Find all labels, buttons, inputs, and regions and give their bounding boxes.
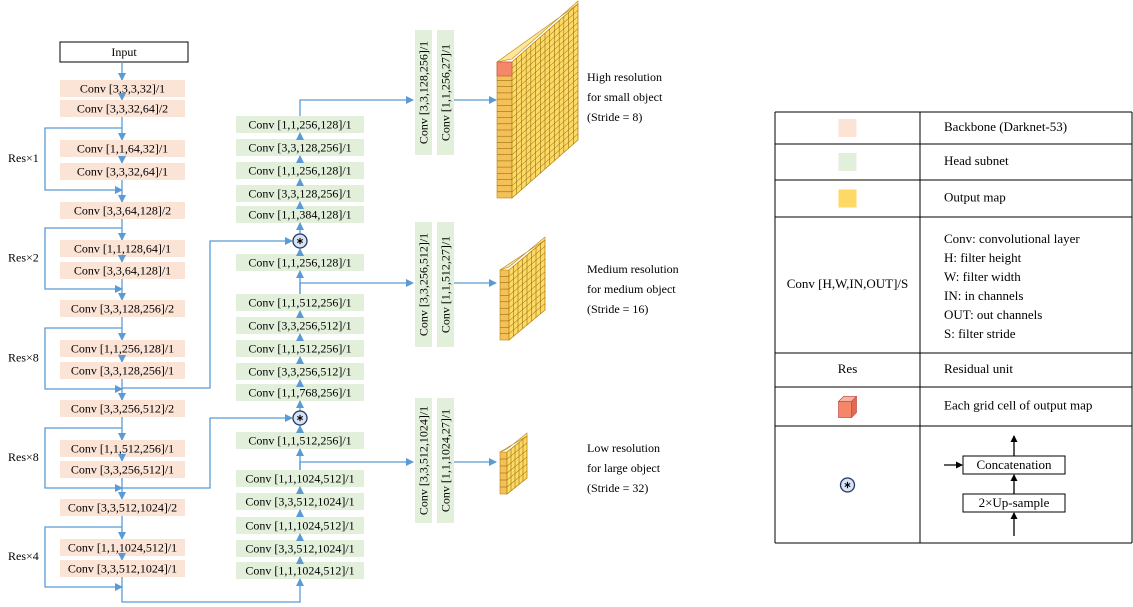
backbone-layer: Conv [3,3,128,256]/1 <box>71 363 174 377</box>
backbone-layer: Conv [3,3,256,512]/1 <box>71 462 174 476</box>
connector <box>300 283 413 294</box>
backbone-layer: Conv [3,3,256,512]/2 <box>71 401 174 415</box>
legend-description: Conv: convolutional layer <box>944 231 1080 246</box>
scale-description: High resolution <box>587 70 662 84</box>
connector <box>45 328 122 389</box>
head-layer: Conv [3,3,512,1024]/1 <box>245 541 354 555</box>
head-layer: Conv [1,1,1024,512]/1 <box>245 471 354 485</box>
legend-description: Concatenation <box>976 457 1052 472</box>
legend-description: W: filter width <box>944 269 1021 284</box>
residual-label: Res×8 <box>8 450 39 464</box>
input: Input <box>111 45 137 59</box>
backbone-layer: Conv [3,3,32,64]/2 <box>77 101 168 115</box>
residual-label: Res×4 <box>8 549 39 563</box>
legend-swatch <box>839 153 857 171</box>
scale-description: for large object <box>587 461 661 475</box>
scale-description: Medium resolution <box>587 262 679 276</box>
connector <box>45 228 122 289</box>
legend-description: H: filter height <box>944 250 1022 265</box>
cell-icon-front <box>839 402 852 418</box>
backbone-layer: Conv [1,1,128,64]/1 <box>74 241 171 255</box>
scale-description: for small object <box>587 90 663 104</box>
connector <box>45 428 122 488</box>
upsample-layer: Conv [1,1,512,256]/1 <box>248 433 351 447</box>
backbone-layer: Conv [1,1,256,128]/1 <box>71 341 174 355</box>
scale-description: (Stride = 8) <box>587 110 642 124</box>
backbone-layer: Conv [3,3,64,128]/2 <box>74 203 171 217</box>
scale-description: for medium object <box>587 282 676 296</box>
legend-description: Backbone (Darknet-53) <box>944 119 1067 134</box>
output-conv: Conv [1,1,256,27]/1 <box>438 44 452 141</box>
legend-description: Output map <box>944 189 1006 204</box>
backbone-layer: Conv [3,3,512,1024]/1 <box>68 561 177 575</box>
backbone-layer: Conv [1,1,512,256]/1 <box>71 441 174 455</box>
upsample-layer: Conv [1,1,256,128]/1 <box>248 255 351 269</box>
connector <box>122 577 300 602</box>
head-layer: Conv [3,3,512,1024]/1 <box>245 494 354 508</box>
head-layer: Conv [3,3,256,512]/1 <box>248 364 351 378</box>
grid-cell-highlight <box>497 62 512 76</box>
backbone-layer: Conv [3,3,32,64]/1 <box>77 164 168 178</box>
residual-label: Res×8 <box>8 350 39 364</box>
head-layer: Conv [3,3,128,256]/1 <box>248 140 351 154</box>
output-conv: Conv [1,1,512,27]/1 <box>438 236 452 333</box>
scale-description: (Stride = 16) <box>587 302 648 316</box>
residual-label: Res×1 <box>8 151 39 165</box>
legend-description: Residual unit <box>944 361 1013 376</box>
connector <box>45 527 122 587</box>
legend-swatch <box>839 190 857 208</box>
output-conv: Conv [3,3,128,256]/1 <box>416 41 430 144</box>
head-layer: Conv [3,3,128,256]/1 <box>248 186 351 200</box>
legend-key: Res <box>838 361 858 376</box>
backbone-layer: Conv [3,3,512,1024]/2 <box>68 500 177 514</box>
head-layer: Conv [1,1,256,128]/1 <box>248 163 351 177</box>
output-conv: Conv [3,3,512,1024]/1 <box>416 406 430 515</box>
backbone-layer: Conv [1,1,64,32]/1 <box>77 141 168 155</box>
scale-description: Low resolution <box>587 441 660 455</box>
head-layer: Conv [1,1,512,256]/1 <box>248 341 351 355</box>
legend-description: S: filter stride <box>944 326 1016 341</box>
head-layer: Conv [1,1,512,256]/1 <box>248 295 351 309</box>
output-conv: Conv [1,1,1024,27]/1 <box>438 409 452 512</box>
legend-description: IN: in channels <box>944 288 1023 303</box>
legend-description: Each grid cell of output map <box>944 397 1092 412</box>
backbone-layer: Conv [3,3,3,32]/1 <box>80 81 165 95</box>
head-layer: Conv [3,3,256,512]/1 <box>248 318 351 332</box>
residual-label: Res×2 <box>8 250 39 264</box>
head-layer: Conv [1,1,1024,512]/1 <box>245 563 354 577</box>
scale-description: (Stride = 32) <box>587 481 648 495</box>
output-side <box>500 270 509 340</box>
connector <box>45 128 122 190</box>
legend-key: Conv [H,W,IN,OUT]/S <box>787 276 909 291</box>
connector <box>300 100 413 116</box>
head-layer: Conv [1,1,256,128]/1 <box>248 117 351 131</box>
legend-description: 2×Up-sample <box>979 495 1050 510</box>
head-layer: Conv [1,1,384,128]/1 <box>248 207 351 221</box>
output-conv: Conv [3,3,256,512]/1 <box>416 233 430 336</box>
architecture-diagram: Input Conv [3,3,3,32]/1 Conv [3,3,32,64]/2… <box>0 0 1133 607</box>
head-layer: Conv [1,1,1024,512]/1 <box>245 518 354 532</box>
backbone-layer: Conv [1,1,1024,512]/1 <box>68 540 177 554</box>
backbone-layer: Conv [3,3,64,128]/1 <box>74 263 171 277</box>
legend-description: Head subnet <box>944 153 1009 168</box>
backbone-layer: Conv [3,3,128,256]/2 <box>71 301 174 315</box>
head-layer: Conv [1,1,768,256]/1 <box>248 385 351 399</box>
connector <box>300 462 413 470</box>
legend-description: OUT: out channels <box>944 307 1042 322</box>
legend-swatch <box>839 119 857 137</box>
